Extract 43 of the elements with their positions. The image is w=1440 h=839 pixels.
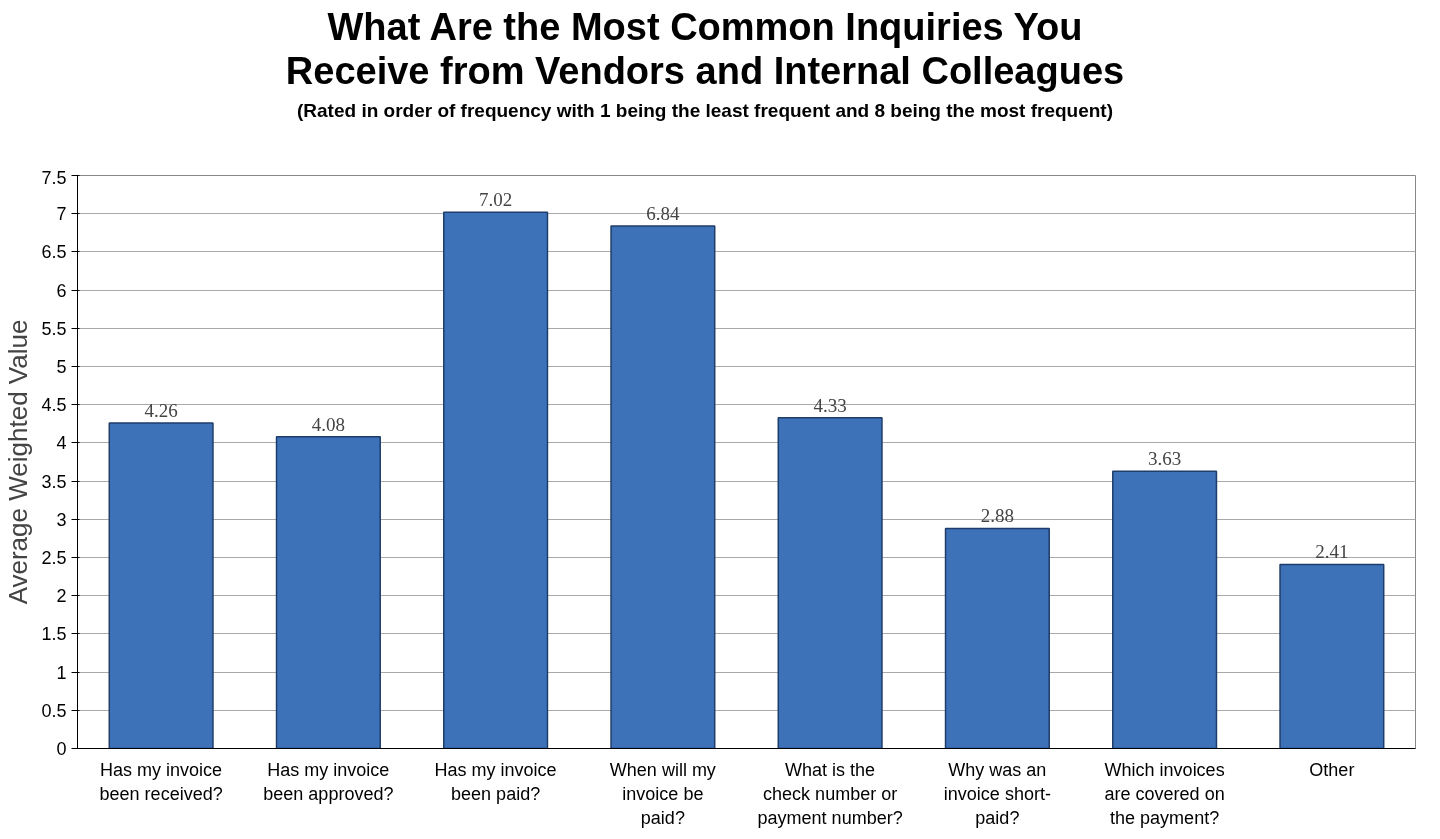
chart-subtitle: (Rated in order of frequency with 1 being the least frequent and 8 being the most frequent) (296, 99, 1114, 123)
data-label: 3.63 (1148, 448, 1182, 470)
x-tick-label: Other (1309, 759, 1355, 780)
y-tick-label: 5 (56, 357, 67, 377)
y-tick-label: 1.5 (41, 624, 67, 645)
bar (443, 211, 549, 749)
x-tick-label: Has my invoice been approved? (263, 759, 394, 804)
bar (777, 416, 883, 749)
y-tick-label: 6.5 (41, 242, 67, 263)
data-label: 4.08 (311, 413, 345, 435)
x-tick-label: Has my invoice been received? (99, 759, 223, 804)
x-tick-label: Which invoices are covered on the payment? (1104, 759, 1225, 828)
y-tick-label: 7.5 (41, 167, 67, 188)
y-tick-label: 3 (56, 509, 67, 530)
data-label: 7.02 (479, 189, 513, 211)
y-axis-title: Average Weighted Value (3, 319, 34, 605)
y-tick-label: 6 (56, 280, 67, 301)
bar (108, 422, 214, 749)
chart-title: What Are the Most Common Inquiries You Receive from Vendors and Internal Colleagues (284, 5, 1126, 93)
data-label: 4.26 (144, 400, 178, 422)
data-label: 6.84 (646, 202, 680, 224)
y-tick-label: 7 (56, 204, 67, 225)
x-tick-label: Why was an invoice short-paid? (943, 759, 1051, 828)
data-label: 2.41 (1315, 541, 1349, 563)
y-tick-label: 1 (56, 662, 67, 683)
bar (275, 436, 381, 749)
bar (610, 225, 716, 749)
y-tick-label: 3.5 (41, 471, 67, 492)
y-tick-label: 4.5 (41, 395, 67, 416)
data-label: 2.88 (980, 505, 1014, 527)
y-tick-label: 5.5 (41, 318, 67, 339)
y-tick-label: 2.5 (41, 548, 67, 568)
x-tick-label: When will my invoice be paid? (609, 759, 716, 828)
x-tick-label: Has my invoice been paid? (434, 759, 557, 804)
bar (1112, 470, 1218, 749)
y-tick-label: 0 (56, 739, 67, 759)
bar (944, 527, 1050, 749)
y-tick-label: 2 (56, 586, 67, 607)
data-label: 4.33 (813, 394, 847, 416)
bar (1279, 563, 1385, 749)
y-tick-label: 4 (56, 433, 67, 454)
y-tick-label: 0.5 (41, 700, 67, 721)
x-tick-label: What is the check number or payment number? (757, 759, 903, 828)
